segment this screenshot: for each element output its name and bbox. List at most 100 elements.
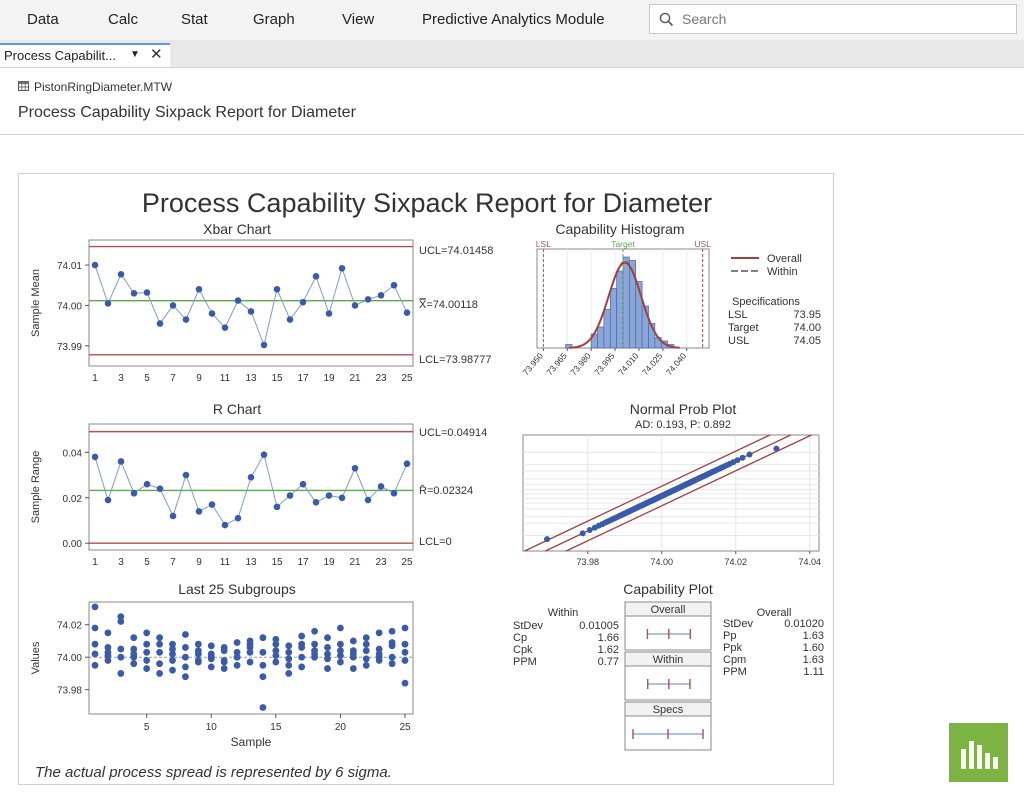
histogram-bar xyxy=(622,256,630,349)
xbar-point xyxy=(403,309,411,316)
within-stat-name: PPM xyxy=(513,656,537,668)
r-series xyxy=(89,430,413,544)
last25-title: Last 25 Subgroups xyxy=(178,581,296,597)
xbar-point xyxy=(182,316,190,323)
last25-point xyxy=(104,652,112,659)
r-point xyxy=(221,521,229,529)
xbar-point xyxy=(364,296,372,303)
xbar-ucl-label: UCL=74.01458 xyxy=(419,245,493,257)
xbar-point xyxy=(312,273,320,280)
r-xtick-label: 17 xyxy=(297,557,309,568)
r-point xyxy=(260,451,268,458)
r-ytick-label: 0.02 xyxy=(63,494,83,505)
xbar-point xyxy=(169,302,177,309)
overall-stat-name: Ppk xyxy=(723,642,742,654)
r-chart-title: R Chart xyxy=(213,401,261,417)
r-point xyxy=(143,480,151,488)
r-xtick-label: 13 xyxy=(245,557,257,568)
xbar-lcl-label: LCL=73.98777 xyxy=(419,354,491,366)
last25-point xyxy=(375,653,383,661)
xbar-ylabel: Sample Mean xyxy=(30,269,42,337)
last25-point xyxy=(207,663,215,671)
last25-point xyxy=(298,653,306,661)
within-stats-title: Within xyxy=(548,607,579,619)
tab-close-icon[interactable]: ✕ xyxy=(150,46,163,63)
last25-point xyxy=(337,647,344,655)
tab-process-capability[interactable]: Process Capabilit... ▼ ✕ xyxy=(0,43,170,67)
last25-point xyxy=(130,660,138,668)
menu-calc[interactable]: Calc xyxy=(108,11,139,28)
last25-point xyxy=(337,652,344,659)
xbar-point xyxy=(91,261,99,269)
probplot-point xyxy=(734,457,741,464)
last25-point xyxy=(246,658,254,666)
xbar-xtick-label: 9 xyxy=(196,373,202,384)
xbar-point xyxy=(325,310,333,317)
last25-point xyxy=(324,650,331,658)
probplot-point xyxy=(579,530,586,537)
xbar-point xyxy=(390,281,398,289)
last25-point xyxy=(117,618,125,625)
r-xtick-label: 23 xyxy=(375,557,387,568)
search-input[interactable] xyxy=(682,5,1002,33)
last25-point xyxy=(156,648,163,656)
report-title: Process Capability Sixpack Report for Di… xyxy=(142,188,712,218)
xbar-chart-title: Xbar Chart xyxy=(203,221,271,237)
cap-box-title: Overall xyxy=(651,604,686,616)
r-point xyxy=(286,492,294,499)
cap-box-title: Within xyxy=(653,654,684,666)
last25-point xyxy=(169,666,176,674)
probplot-title: Normal Prob Plot xyxy=(630,401,737,417)
menu-bar: Data Calc Stat Graph View Predictive Ana… xyxy=(0,0,1024,40)
last25-xtick-label: 20 xyxy=(335,722,347,733)
last25-point xyxy=(401,679,409,687)
probplot-point xyxy=(739,454,746,461)
last25-point xyxy=(349,665,357,672)
last25-point xyxy=(337,658,344,666)
last25-point xyxy=(259,673,267,681)
histogram-bar xyxy=(609,288,617,349)
last25-point xyxy=(182,631,189,638)
last25-point xyxy=(143,629,151,637)
last25-point xyxy=(259,704,267,711)
search-box[interactable] xyxy=(649,4,1017,34)
r-lcl-label: LCL=0 xyxy=(419,536,452,548)
xbar-point xyxy=(130,290,138,297)
last25-point xyxy=(104,629,112,637)
overall-stat-name: Cpm xyxy=(723,654,746,666)
menu-predictive-analytics[interactable]: Predictive Analytics Module xyxy=(422,11,605,28)
histogram-title: Capability Histogram xyxy=(555,221,684,237)
probplot-xtick-label: 74.04 xyxy=(798,557,821,567)
last25-point xyxy=(401,657,409,664)
menu-graph[interactable]: Graph xyxy=(253,11,295,28)
last25-point xyxy=(311,640,318,648)
r-xtick-label: 21 xyxy=(349,557,361,568)
r-point xyxy=(130,489,138,497)
last25-point xyxy=(298,663,306,671)
menu-view[interactable]: View xyxy=(342,11,375,28)
menu-data[interactable]: Data xyxy=(27,11,59,28)
tab-dropdown-icon[interactable]: ▼ xyxy=(130,49,140,60)
last25-point xyxy=(362,655,370,663)
r-ytick-label: 0.00 xyxy=(63,539,83,550)
cap-box-header xyxy=(624,601,712,617)
sixpack-report: Process Capability Sixpack Report for Di… xyxy=(18,173,834,785)
xbar-point xyxy=(117,271,125,278)
within-stat-value: 0.77 xyxy=(598,656,619,668)
last25-point xyxy=(104,657,112,664)
app-logo[interactable] xyxy=(949,723,1008,782)
xbar-point xyxy=(156,320,164,327)
r-point xyxy=(403,460,411,468)
cap-box-title: Specs xyxy=(653,704,684,716)
last25-point xyxy=(401,648,409,656)
within-stat-value: 1.66 xyxy=(598,632,619,644)
last25-point xyxy=(143,640,151,648)
last25-point xyxy=(194,640,202,648)
menu-stat[interactable]: Stat xyxy=(181,11,208,28)
last25-point xyxy=(117,645,125,653)
last25-point xyxy=(220,658,228,666)
last25-point xyxy=(388,639,396,646)
legend-within: Within xyxy=(767,266,798,278)
last25-point xyxy=(143,665,151,672)
last25-point xyxy=(156,640,163,648)
